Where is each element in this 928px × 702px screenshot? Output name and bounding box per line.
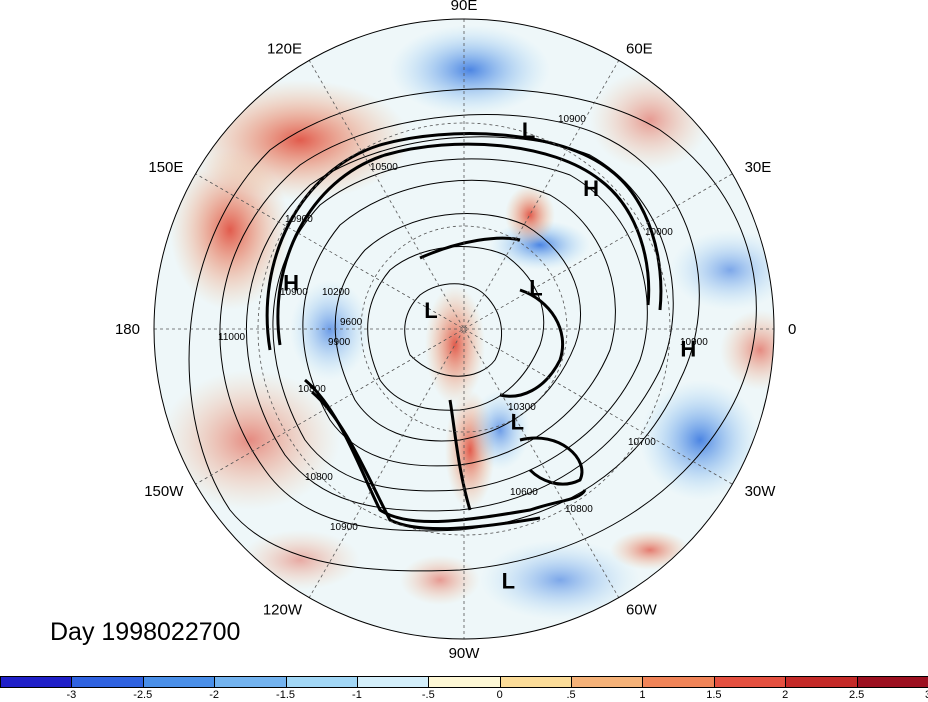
colorbar-tick-label: 2.5 bbox=[848, 689, 865, 701]
colorbar-swatch bbox=[785, 676, 858, 688]
colorbar-swatch bbox=[642, 676, 715, 688]
colorbar-swatch bbox=[0, 676, 73, 688]
contour-label: 9900 bbox=[328, 337, 351, 348]
height-contours bbox=[188, 88, 757, 572]
longitude-label: 120E bbox=[267, 40, 302, 57]
contour-label: 10300 bbox=[508, 402, 536, 413]
contour-label: 10800 bbox=[305, 472, 333, 483]
contour-label: 10600 bbox=[510, 487, 538, 498]
contour-label: 10800 bbox=[565, 504, 593, 515]
contour-label: 10800 bbox=[298, 384, 326, 395]
colorbar-tick-label: 3 bbox=[925, 689, 928, 701]
longitude-label: 60W bbox=[626, 602, 658, 619]
colorbar-swatch bbox=[356, 676, 430, 688]
contour-label: 10700 bbox=[628, 437, 656, 448]
colorbar-tick-label: 1 bbox=[639, 689, 646, 701]
contour-label: 11000 bbox=[218, 332, 246, 343]
contour-label: 10200 bbox=[322, 287, 350, 298]
longitude-label: 0 bbox=[788, 321, 796, 338]
colorbar-tick-label: -.5 bbox=[421, 689, 435, 701]
colorbar-swatch bbox=[214, 676, 287, 688]
colorbar-swatch bbox=[428, 676, 501, 688]
colorbar-swatch bbox=[713, 676, 787, 688]
colorbar-tick-label: 2 bbox=[782, 689, 789, 701]
contour-label: 10900 bbox=[558, 114, 586, 125]
longitude-label: 90W bbox=[449, 645, 481, 662]
colorbar-tick-label: 1.5 bbox=[706, 689, 722, 701]
high-pressure-label: H bbox=[680, 337, 696, 362]
lat-lon-grid bbox=[154, 19, 774, 639]
longitude-label: 150W bbox=[144, 483, 184, 500]
contour-label: 10900 bbox=[330, 522, 358, 533]
longitude-labels: 90E 60E 30E 0 30W 60W 90W 120W 150W 180 150E 120E bbox=[115, 0, 796, 662]
high-pressure-label: H bbox=[283, 271, 299, 296]
day-label: Day 1998022700 bbox=[50, 618, 241, 646]
longitude-label: 30E bbox=[745, 159, 772, 176]
colorbar-swatch bbox=[571, 676, 644, 688]
low-pressure-label: L bbox=[511, 409, 524, 434]
longitude-label: 180 bbox=[115, 321, 140, 338]
contour-label: 10900 bbox=[280, 287, 308, 298]
colorbar-tick-label: -1.5 bbox=[276, 689, 296, 701]
contour-labels: 10900 10500 10900 10200 10900 9900 9600 … bbox=[218, 114, 708, 533]
colorbar-tick-label: .5 bbox=[566, 689, 576, 701]
anomaly-field bbox=[154, 19, 774, 639]
longitude-label: 120W bbox=[263, 602, 303, 619]
colorbar-tick-label: -2 bbox=[209, 689, 220, 701]
colorbar-tick-label: -3 bbox=[66, 689, 77, 701]
low-pressure-label: L bbox=[529, 275, 542, 300]
jet-stream bbox=[265, 132, 663, 531]
colorbar-swatch bbox=[71, 676, 144, 688]
map-boundary bbox=[153, 18, 775, 640]
high-pressure-label: H bbox=[583, 176, 599, 201]
colorbar-swatch bbox=[499, 676, 573, 688]
colorbar-tick-label: -2.5 bbox=[133, 689, 153, 701]
contour-label: 10900 bbox=[680, 337, 708, 348]
contour-label: 9600 bbox=[340, 317, 363, 328]
low-pressure-label: L bbox=[424, 298, 437, 323]
longitude-label: 30W bbox=[745, 483, 777, 500]
colorbar-swatch bbox=[856, 676, 928, 688]
colorbar-tick-label: 0 bbox=[496, 689, 503, 701]
longitude-label: 90E bbox=[451, 0, 478, 14]
colorbar-tick-label: -1 bbox=[352, 689, 362, 701]
colorbar: -3 -2.5 -2 -1.5 -1 -.5 0 .5 1 1.5 2 2.5 3 bbox=[0, 676, 928, 702]
pressure-center-labels: L H H L L H L L bbox=[283, 118, 696, 594]
contour-label: 10500 bbox=[370, 162, 398, 173]
longitude-label: 150E bbox=[148, 159, 183, 176]
contour-label: 10000 bbox=[645, 227, 673, 238]
longitude-label: 60E bbox=[626, 40, 653, 57]
colorbar-swatch bbox=[285, 676, 358, 688]
colorbar-swatch bbox=[142, 676, 216, 688]
contour-label: 10900 bbox=[285, 214, 313, 225]
low-pressure-label: L bbox=[502, 569, 515, 594]
low-pressure-label: L bbox=[522, 118, 535, 143]
